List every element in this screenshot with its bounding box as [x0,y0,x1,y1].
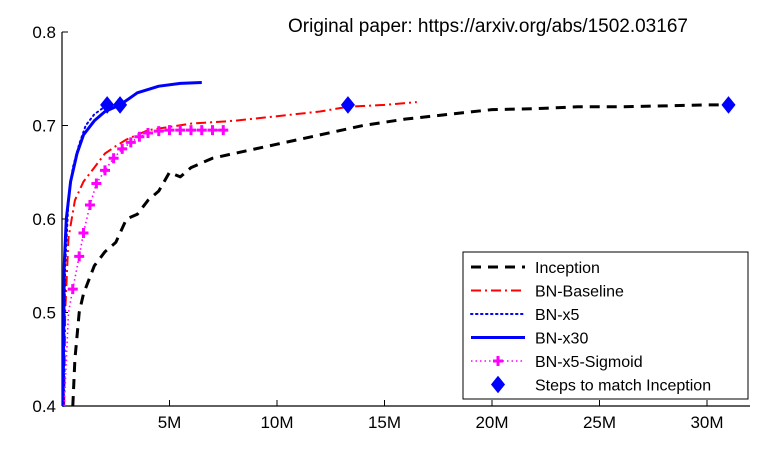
series-line [61,81,202,407]
legend-diamond-icon [490,375,506,394]
source-annotation: Original paper: https://arxiv.org/abs/15… [288,16,688,37]
legend-item: BN-x30 [471,331,588,348]
plus-marker [117,143,128,154]
legend-item: BN-Baseline [471,284,624,301]
diamond-marker [340,96,355,114]
plus-marker [218,125,229,136]
plus-marker [186,125,196,136]
y-tick-label: 0.7 [32,117,56,136]
legend-label: Inception [535,260,600,277]
plus-marker [74,251,85,262]
plus-marker [78,228,89,239]
series-bn-baseline [63,101,417,407]
y-tick-label: 0.6 [32,210,56,229]
legend-item: Inception [471,260,600,277]
legend-item: BN-x5-Sigmoid [471,354,643,371]
x-tick-label: 25M [583,413,616,432]
plus-marker [196,125,207,136]
plus-marker [67,284,78,295]
legend-box [462,251,749,400]
plus-marker [84,199,95,210]
series-line [63,101,417,407]
x-tick-label: 10M [260,413,293,432]
plus-marker [153,126,164,137]
plus-marker [125,137,136,148]
plus-marker [164,125,175,136]
plus-marker [143,127,153,138]
series-line [71,103,729,407]
legend-plus-icon [493,356,503,366]
series-steps-to-match-inception [100,96,736,114]
y-tick-label: 0.8 [32,23,56,42]
legend-label: BN-x5-Sigmoid [535,354,643,371]
plus-marker [207,125,218,136]
legend-label: BN-Baseline [535,284,624,301]
legend: Inception BN-Baseline BN-x5 BN-x30 BN-x5-Sig… [462,251,749,400]
x-tick-label: 5M [158,413,182,432]
x-tick-label: 30M [690,413,723,432]
diamond-marker [113,96,128,114]
series-bn-x30 [61,81,202,407]
series-bn-x5-sigmoid [63,125,229,407]
axes: 0.4 0.5 0.6 0.7 0.8 5M 10M 15M 20M 25M 30M [32,23,750,432]
x-tick-label: 20M [475,413,508,432]
plus-marker [108,153,119,164]
legend-label: BN-x30 [535,331,588,348]
plus-marker [134,131,145,142]
legend-item: BN-x5 [470,307,580,324]
plus-marker [91,178,102,189]
legend-item: Steps to match Inception [490,375,711,395]
diamond-marker [721,96,736,114]
plus-marker [175,125,186,136]
series-layer [61,81,736,407]
x-tick-label: 15M [368,413,401,432]
series-line [63,129,224,407]
y-tick-label: 0.5 [32,304,56,323]
series-inception [71,103,729,407]
y-tick-label: 0.4 [32,397,56,416]
legend-label: BN-x5 [535,307,580,324]
plus-marker [100,165,110,176]
diamond-marker [100,96,115,114]
legend-label: Steps to match Inception [535,378,711,395]
